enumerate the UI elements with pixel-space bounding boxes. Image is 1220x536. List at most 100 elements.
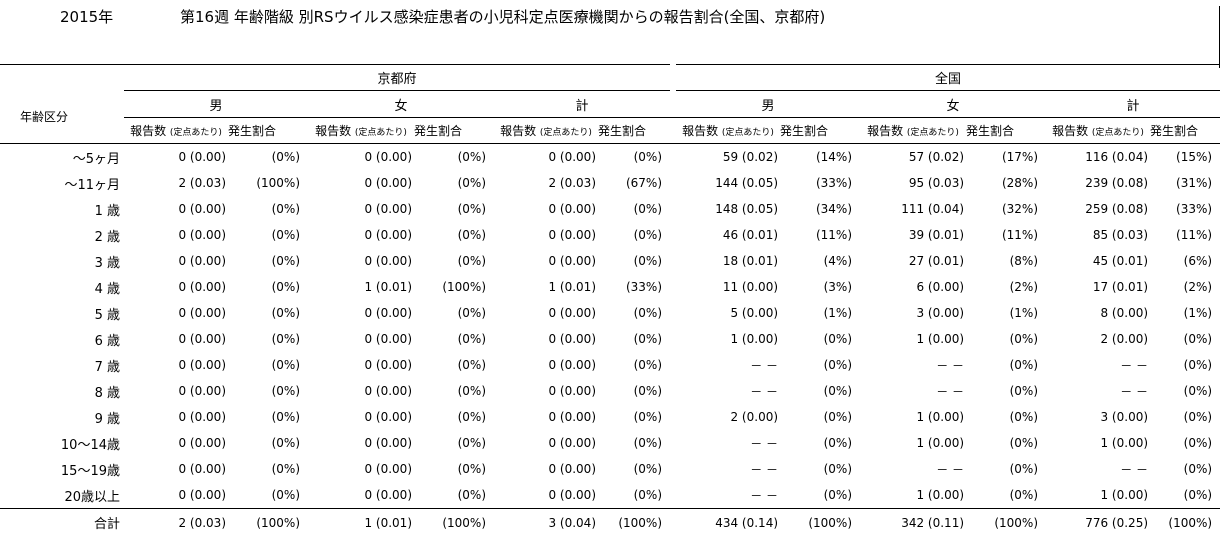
ratio-cell: (0%) [1150,482,1220,509]
reports-label: 報告数 [315,124,351,138]
ratio-cell: (0%) [598,378,670,404]
report-count-cell: 2 (0.03) [494,170,598,196]
ratio-cell: (32%) [966,196,1046,222]
report-count-cell: 0 (0.00) [494,144,598,171]
ratio-cell: (0%) [1150,404,1220,430]
report-count-cell: 0 (0.00) [308,456,414,482]
report-count-cell: 0 (0.00) [124,482,228,509]
report-count-cell: 0 (0.00) [124,352,228,378]
per-site-label: (定点あたり) [1092,128,1144,138]
report-count-cell: 144 (0.05) [676,170,780,196]
ratio-cell: (0%) [598,352,670,378]
ratio-cell: (0%) [1150,326,1220,352]
reports-label: 報告数 [682,124,718,138]
report-count-cell: 39 (0.01) [860,222,966,248]
region-header-national: 全国 [676,65,1220,91]
ratio-cell: (17%) [966,144,1046,171]
ratio-cell: (0%) [228,222,308,248]
ratio-cell: (0%) [228,352,308,378]
ratio-cell: (0%) [598,196,670,222]
ratio-cell: (0%) [228,326,308,352]
ratio-cell: (100%) [228,509,308,536]
ratio-cell: (0%) [414,326,494,352]
report-count-cell: 0 (0.00) [124,248,228,274]
sex-header-female: 女 [308,91,494,118]
report-count-cell: 0 (0.00) [308,430,414,456]
report-count-cell: － － [676,430,780,456]
reports-per-site-header: 報告数 (定点あたり) [308,118,414,144]
ratio-cell: (0%) [1150,378,1220,404]
report-count-cell: 1 (0.00) [860,430,966,456]
ratio-cell: (0%) [228,404,308,430]
sex-header-male: 男 [124,91,308,118]
ratio-cell: (0%) [414,300,494,326]
report-count-cell: － － [1046,352,1150,378]
ratio-cell: (0%) [966,482,1046,509]
per-site-label: (定点あたり) [722,128,774,138]
ratio-cell: (0%) [414,482,494,509]
ratio-cell: (0%) [228,300,308,326]
corner-cell [0,65,124,91]
report-count-cell: 59 (0.02) [676,144,780,171]
report-count-cell: 0 (0.00) [308,404,414,430]
ratio-cell: (100%) [598,509,670,536]
per-site-label: (定点あたり) [355,128,407,138]
rs-virus-report-table: 京都府 全国 年齢区分 男 女 計 男 女 計 報告数 (定点あたり)発生割合報… [0,64,1220,536]
ratio-cell: (0%) [966,404,1046,430]
report-count-cell: 46 (0.01) [676,222,780,248]
ratio-cell: (0%) [414,404,494,430]
sex-header-total: 計 [494,91,670,118]
ratio-cell: (34%) [780,196,860,222]
report-count-cell: － － [676,378,780,404]
ratio-cell: (0%) [966,352,1046,378]
report-count-cell: 0 (0.00) [308,144,414,171]
ratio-cell: (0%) [780,404,860,430]
ratio-cell: (0%) [598,456,670,482]
ratio-cell: (0%) [598,222,670,248]
reports-per-site-header: 報告数 (定点あたり) [1046,118,1150,144]
reports-per-site-header: 報告数 (定点あたり) [676,118,780,144]
title-bar: 2015年 第16週 年齢階級 別RSウイルス感染症患者の小児科定点医療機関から… [0,6,1220,28]
ratio-cell: (0%) [1150,352,1220,378]
report-count-cell: 1 (0.01) [308,274,414,300]
age-group-cell: 〜5ヶ月 [0,144,124,171]
ratio-cell: (31%) [1150,170,1220,196]
report-count-cell: 3 (0.00) [860,300,966,326]
report-count-cell: 434 (0.14) [676,509,780,536]
report-count-cell: 342 (0.11) [860,509,966,536]
ratio-header: 発生割合 [228,118,308,144]
report-count-cell: 239 (0.08) [1046,170,1150,196]
ratio-cell: (0%) [780,326,860,352]
report-count-cell: 17 (0.01) [1046,274,1150,300]
age-group-cell: 3 歳 [0,248,124,274]
ratio-cell: (0%) [228,378,308,404]
age-group-cell: 9 歳 [0,404,124,430]
age-group-cell: 20歳以上 [0,482,124,509]
ratio-cell: (11%) [780,222,860,248]
age-group-cell: 〜11ヶ月 [0,170,124,196]
report-count-cell: 2 (0.00) [676,404,780,430]
report-count-cell: 85 (0.03) [1046,222,1150,248]
age-group-cell: 15〜19歳 [0,456,124,482]
report-count-cell: 776 (0.25) [1046,509,1150,536]
age-group-cell: 1 歳 [0,196,124,222]
report-count-cell: 45 (0.01) [1046,248,1150,274]
report-count-cell: － － [676,482,780,509]
report-count-cell: 0 (0.00) [308,378,414,404]
report-count-cell: 0 (0.00) [308,482,414,509]
report-count-cell: 1 (0.00) [1046,482,1150,509]
ratio-cell: (100%) [1150,509,1220,536]
ratio-cell: (15%) [1150,144,1220,171]
ratio-cell: (100%) [966,509,1046,536]
ratio-cell: (0%) [414,196,494,222]
report-count-cell: 0 (0.00) [124,144,228,171]
reports-per-site-header: 報告数 (定点あたり) [860,118,966,144]
report-count-cell: 0 (0.00) [308,170,414,196]
ratio-cell: (0%) [780,352,860,378]
